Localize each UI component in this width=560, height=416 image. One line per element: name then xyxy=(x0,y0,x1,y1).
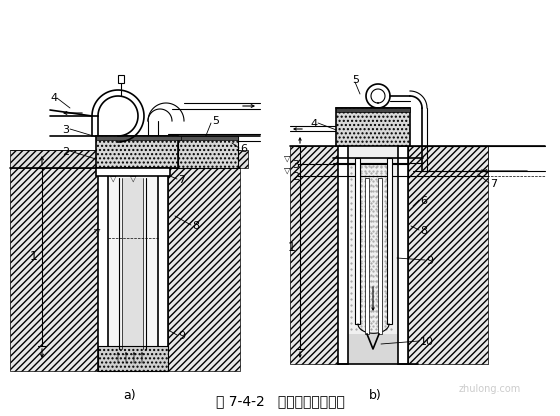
Bar xyxy=(96,136,178,168)
Bar xyxy=(10,168,98,371)
Text: ▽: ▽ xyxy=(130,174,136,183)
Bar xyxy=(408,146,488,364)
Bar xyxy=(338,146,348,364)
Bar xyxy=(108,168,158,346)
Text: b): b) xyxy=(368,389,381,403)
Text: ▽: ▽ xyxy=(94,227,100,236)
Bar xyxy=(10,150,98,168)
Text: 2: 2 xyxy=(62,147,69,157)
Text: 9: 9 xyxy=(426,256,433,266)
Bar xyxy=(355,158,360,324)
Bar xyxy=(336,108,410,112)
Text: 图 7-4-2   吸泥机清孔示意图: 图 7-4-2 吸泥机清孔示意图 xyxy=(216,394,344,408)
Bar xyxy=(96,168,170,176)
Bar xyxy=(168,168,240,371)
Text: a): a) xyxy=(124,389,136,403)
Bar xyxy=(168,150,248,168)
Text: 8: 8 xyxy=(420,226,427,236)
Bar xyxy=(122,178,143,349)
Bar xyxy=(98,346,168,371)
Bar xyxy=(348,146,398,334)
Bar xyxy=(365,178,369,334)
Text: 1: 1 xyxy=(30,250,38,263)
Bar xyxy=(336,108,410,146)
Text: 10: 10 xyxy=(420,337,434,347)
Text: 3: 3 xyxy=(292,160,299,170)
Bar xyxy=(408,146,488,176)
Text: 7: 7 xyxy=(178,175,185,185)
Text: 7: 7 xyxy=(490,179,497,189)
Text: ▽: ▽ xyxy=(283,154,290,163)
Bar xyxy=(387,158,392,324)
Text: 4: 4 xyxy=(310,119,317,129)
Bar xyxy=(290,146,338,364)
Text: 1: 1 xyxy=(288,241,296,254)
Bar xyxy=(98,168,108,371)
Text: 9: 9 xyxy=(178,331,185,341)
Bar xyxy=(178,136,238,168)
Text: zhulong.com: zhulong.com xyxy=(459,384,521,394)
Text: 6: 6 xyxy=(240,144,247,154)
Text: ▽: ▽ xyxy=(110,174,116,183)
Text: 6: 6 xyxy=(420,196,427,206)
Text: 2: 2 xyxy=(292,172,299,182)
Bar xyxy=(118,75,124,83)
Bar xyxy=(96,136,181,140)
Text: 4: 4 xyxy=(50,93,57,103)
Bar xyxy=(398,146,408,364)
Text: ▽: ▽ xyxy=(283,166,290,175)
Bar xyxy=(378,178,382,334)
Bar xyxy=(348,334,398,364)
Text: 3: 3 xyxy=(62,125,69,135)
Text: 5: 5 xyxy=(352,75,359,85)
Bar xyxy=(158,168,168,371)
Bar xyxy=(178,136,238,140)
Text: 8: 8 xyxy=(192,221,199,231)
Text: 5: 5 xyxy=(212,116,219,126)
